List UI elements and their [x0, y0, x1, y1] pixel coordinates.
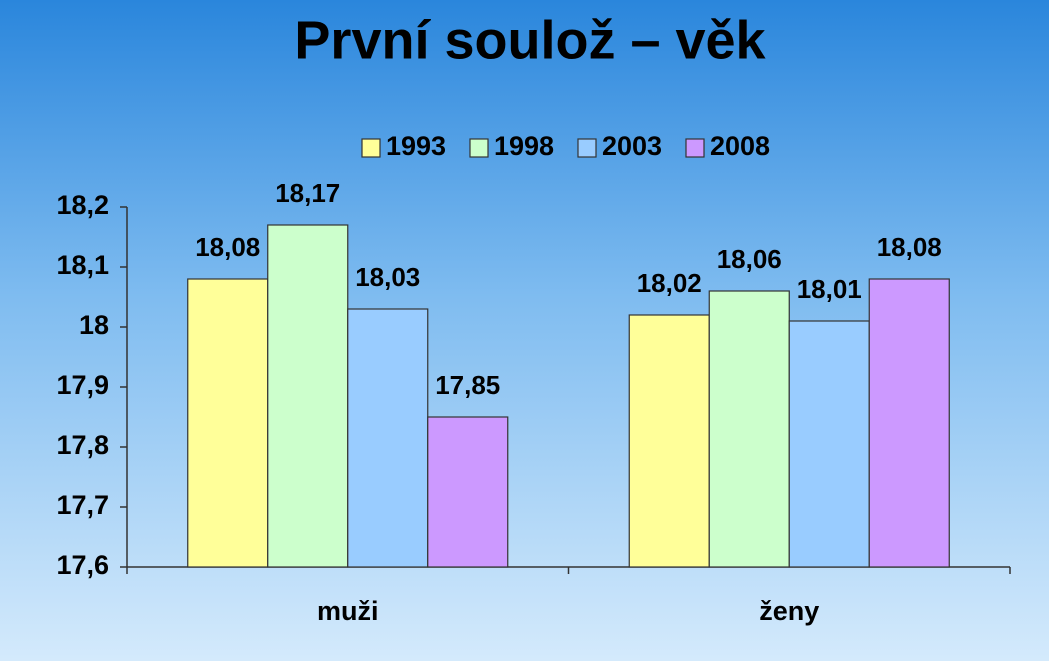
y-tick-label: 18,2 [56, 190, 109, 220]
bar [427, 416, 509, 568]
y-tick-label: 18 [79, 310, 109, 340]
y-tick-label: 17,8 [56, 430, 109, 460]
value-label: 18,08 [195, 232, 260, 262]
legend-label: 1993 [386, 131, 446, 161]
value-label: 18,08 [877, 232, 942, 262]
x-tick-label: muži [317, 596, 379, 626]
x-tick-label: ženy [759, 596, 819, 626]
bar [267, 224, 349, 568]
value-label: 18,02 [637, 268, 702, 298]
bar [347, 308, 429, 568]
legend-label: 1998 [494, 131, 554, 161]
value-label: 17,85 [435, 370, 500, 400]
y-tick-label: 18,1 [56, 250, 109, 280]
bar [187, 278, 269, 568]
bar [708, 290, 790, 568]
chart-title: První soulož – věk [294, 10, 766, 70]
y-tick-label: 17,6 [56, 550, 109, 580]
value-label: 18,06 [717, 244, 782, 274]
bar [628, 314, 710, 568]
value-label: 18,17 [275, 178, 340, 208]
value-label: 18,03 [355, 262, 420, 292]
bar [868, 278, 950, 568]
legend-swatch [577, 138, 597, 158]
legend-label: 2008 [710, 131, 770, 161]
legend-swatch [469, 138, 489, 158]
legend-swatch [685, 138, 705, 158]
legend-label: 2003 [602, 131, 662, 161]
value-label: 18,01 [797, 274, 862, 304]
bar [788, 320, 870, 568]
y-tick-label: 17,7 [56, 490, 109, 520]
legend-swatch [361, 138, 381, 158]
y-tick-label: 17,9 [56, 370, 109, 400]
